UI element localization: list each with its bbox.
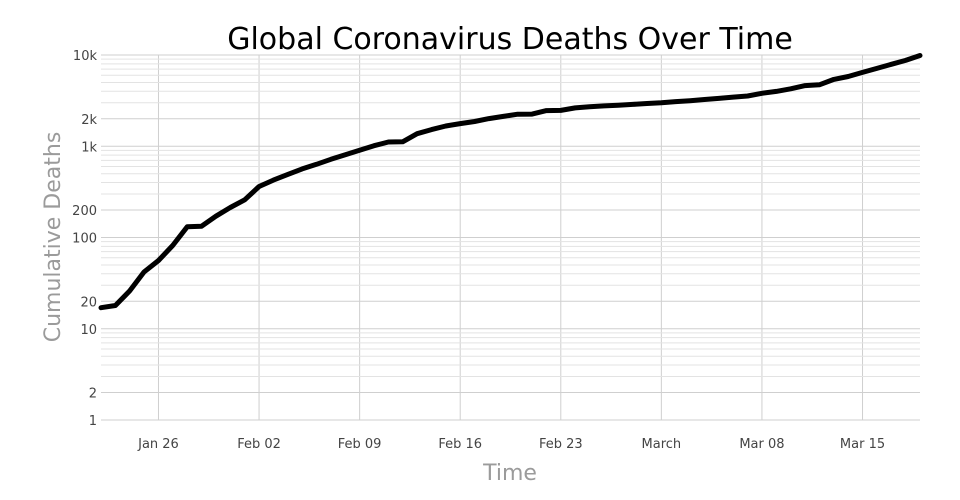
grid bbox=[101, 54, 920, 421]
x-tick-label: March bbox=[642, 437, 682, 452]
x-tick-label: Mar 15 bbox=[840, 437, 885, 452]
y-tick-label: 200 bbox=[72, 204, 97, 219]
x-axis-title: Time bbox=[482, 461, 537, 486]
y-tick-label: 10 bbox=[80, 323, 97, 338]
y-tick-label: 2k bbox=[81, 113, 97, 128]
x-tick-label: Feb 23 bbox=[539, 437, 583, 452]
y-tick-label: 1 bbox=[89, 414, 97, 429]
x-tick-label: Mar 08 bbox=[739, 437, 784, 452]
series-layer bbox=[98, 53, 923, 311]
y-tick-label: 2 bbox=[89, 387, 97, 402]
x-tick-label: Feb 16 bbox=[438, 437, 482, 452]
chart-title: Global Coronavirus Deaths Over Time bbox=[227, 22, 793, 57]
x-tick-label: Jan 26 bbox=[137, 437, 179, 452]
y-tick-label: 10k bbox=[73, 49, 98, 64]
x-tick-label: Feb 02 bbox=[237, 437, 281, 452]
x-tick-label: Feb 09 bbox=[338, 437, 382, 452]
y-tick-label: 100 bbox=[72, 232, 97, 247]
y-tick-label: 1k bbox=[81, 140, 97, 155]
deaths-line bbox=[98, 53, 923, 311]
axis-ticks: Jan 26 Feb 02 Feb 09 Feb 16 Feb 23 March Mar 0… bbox=[72, 49, 885, 452]
y-tick-label: 20 bbox=[80, 295, 97, 310]
y-axis-title: Cumulative Deaths bbox=[41, 132, 66, 343]
